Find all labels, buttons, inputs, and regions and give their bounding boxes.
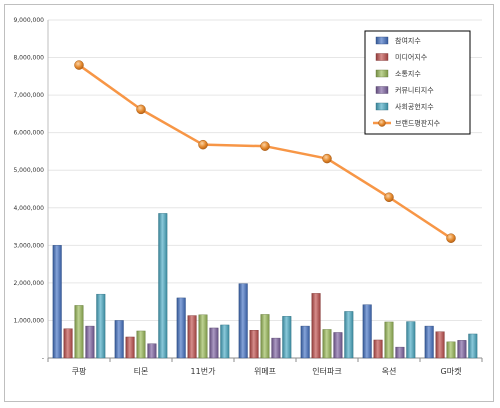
legend-label: 미디어지수 [395,53,428,62]
y-tick-label: 8,000,000 [13,55,44,62]
bar [333,332,343,359]
bar [311,293,321,359]
legend-swatch [375,86,389,94]
y-tick-label: 2,000,000 [13,280,44,287]
bar [220,324,230,359]
legend-swatch [375,36,389,45]
bar [395,346,405,359]
y-tick-label: 7,000,000 [13,92,44,99]
bar [373,339,383,359]
bar [300,325,310,359]
legend-label: 사회공헌지수 [395,102,434,111]
y-tick-label: 4,000,000 [13,205,44,212]
line-marker [384,192,394,203]
legend-label: 브랜드평판지수 [395,119,441,128]
x-category-label: 쿠팡 [72,366,87,376]
bar [271,337,281,359]
x-category-label: 11번가 [191,367,217,376]
bar [136,330,146,359]
x-category-label: G마켓 [441,366,462,376]
line-marker [260,141,270,151]
bar [63,328,73,359]
bar [147,343,157,359]
y-tick-label: 5,000,000 [13,167,44,174]
bar [238,283,248,359]
x-category-label: 인터파크 [312,366,341,376]
bar [198,314,208,359]
y-tick-label: 6,000,000 [13,130,44,137]
legend-label: 소통지수 [395,69,421,78]
bar [52,245,62,359]
bar [74,305,84,359]
legend-swatch [375,53,389,61]
bar [322,329,332,359]
bar [187,315,197,359]
line-series [74,60,456,243]
bar [114,320,124,359]
bar [85,325,95,359]
y-tick-label: 1,000,000 [13,317,44,324]
line-marker [74,60,84,70]
bar [158,213,168,359]
bar [424,325,434,359]
bar [446,341,456,359]
line-marker [322,153,332,164]
bar [457,340,467,359]
x-category-label: 티몬 [134,367,149,376]
legend-label: 참여지수 [395,36,421,45]
bar [384,321,394,359]
y-tick-label: 3,000,000 [13,242,44,249]
bar [249,330,259,359]
line-marker [136,104,146,115]
line-marker [446,233,456,243]
bar [468,333,478,359]
bar [435,331,445,359]
bar [344,311,354,359]
legend-swatch [375,69,389,78]
x-category-label: 옥션 [382,366,397,376]
bar [209,327,219,359]
bar [96,293,106,359]
bar [260,314,270,359]
bar [282,316,292,359]
bars [52,213,478,359]
bar [362,304,372,359]
bar [125,336,135,359]
y-tick-label: - [42,355,44,362]
legend-swatch [375,102,389,111]
x-category-label: 위메프 [254,367,276,376]
axis-labels: - 1,000,000 2,000,000 3,000,000 4,000,000 5,0… [13,17,461,376]
bar [406,321,416,359]
bar [176,297,186,359]
line-marker [198,139,208,150]
y-tick-label: 9,000,000 [13,17,44,24]
legend-box [364,30,471,135]
legend-marker [378,119,386,127]
legend-label: 커뮤니티지수 [395,86,434,95]
